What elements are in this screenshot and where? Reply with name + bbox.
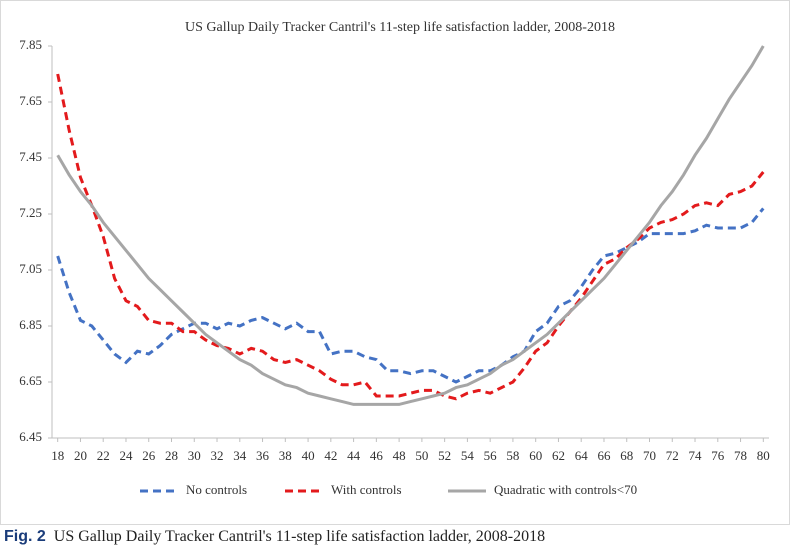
x-tick-label: 38 [279, 448, 292, 463]
x-tick-label: 70 [643, 448, 656, 463]
x-tick-label: 22 [97, 448, 110, 463]
caption: Fig. 2 US Gallup Daily Tracker Cantril's … [4, 528, 545, 546]
y-tick-label: 6.85 [19, 317, 42, 332]
x-tick-label: 44 [347, 448, 361, 463]
x-tick-label: 46 [370, 448, 384, 463]
x-tick-label: 58 [506, 448, 519, 463]
y-tick-label: 7.85 [19, 37, 42, 52]
x-tick-label: 60 [529, 448, 542, 463]
legend-label: Quadratic with controls<70 [494, 482, 637, 497]
x-tick-label: 28 [165, 448, 178, 463]
y-tick-label: 6.65 [19, 373, 42, 388]
caption-label: Fig. 2 [4, 528, 46, 545]
x-tick-label: 62 [552, 448, 565, 463]
x-tick-label: 36 [256, 448, 270, 463]
x-tick-label: 66 [597, 448, 611, 463]
x-tick-label: 24 [119, 448, 133, 463]
y-tick-label: 7.45 [19, 149, 42, 164]
x-tick-label: 32 [211, 448, 224, 463]
y-tick-label: 7.25 [19, 205, 42, 220]
y-tick-label: 7.65 [19, 93, 42, 108]
x-tick-label: 64 [575, 448, 589, 463]
x-tick-label: 78 [734, 448, 747, 463]
x-tick-label: 50 [415, 448, 428, 463]
x-tick-label: 76 [711, 448, 725, 463]
legend-label: With controls [331, 482, 402, 497]
x-tick-label: 56 [484, 448, 498, 463]
y-tick-label: 7.05 [19, 261, 42, 276]
x-tick-label: 26 [142, 448, 156, 463]
x-tick-label: 48 [393, 448, 406, 463]
x-tick-label: 30 [188, 448, 201, 463]
y-tick-label: 6.45 [19, 429, 42, 444]
x-tick-label: 80 [757, 448, 770, 463]
caption-text: US Gallup Daily Tracker Cantril's 11-ste… [53, 528, 546, 545]
chart-frame [0, 0, 790, 525]
legend-label: No controls [186, 482, 247, 497]
x-tick-label: 54 [461, 448, 475, 463]
x-tick-label: 74 [689, 448, 703, 463]
x-tick-label: 20 [74, 448, 87, 463]
series-line [56, 45, 765, 406]
chart: US Gallup Daily Tracker Cantril's 11-ste… [0, 0, 790, 525]
x-tick-label: 40 [302, 448, 315, 463]
series-line [56, 207, 765, 384]
x-tick-label: 68 [620, 448, 633, 463]
x-tick-label: 72 [666, 448, 679, 463]
x-tick-label: 52 [438, 448, 451, 463]
x-tick-label: 34 [233, 448, 247, 463]
chart-title: US Gallup Daily Tracker Cantril's 11-ste… [185, 20, 615, 35]
x-tick-label: 18 [51, 448, 64, 463]
x-tick-label: 42 [324, 448, 337, 463]
